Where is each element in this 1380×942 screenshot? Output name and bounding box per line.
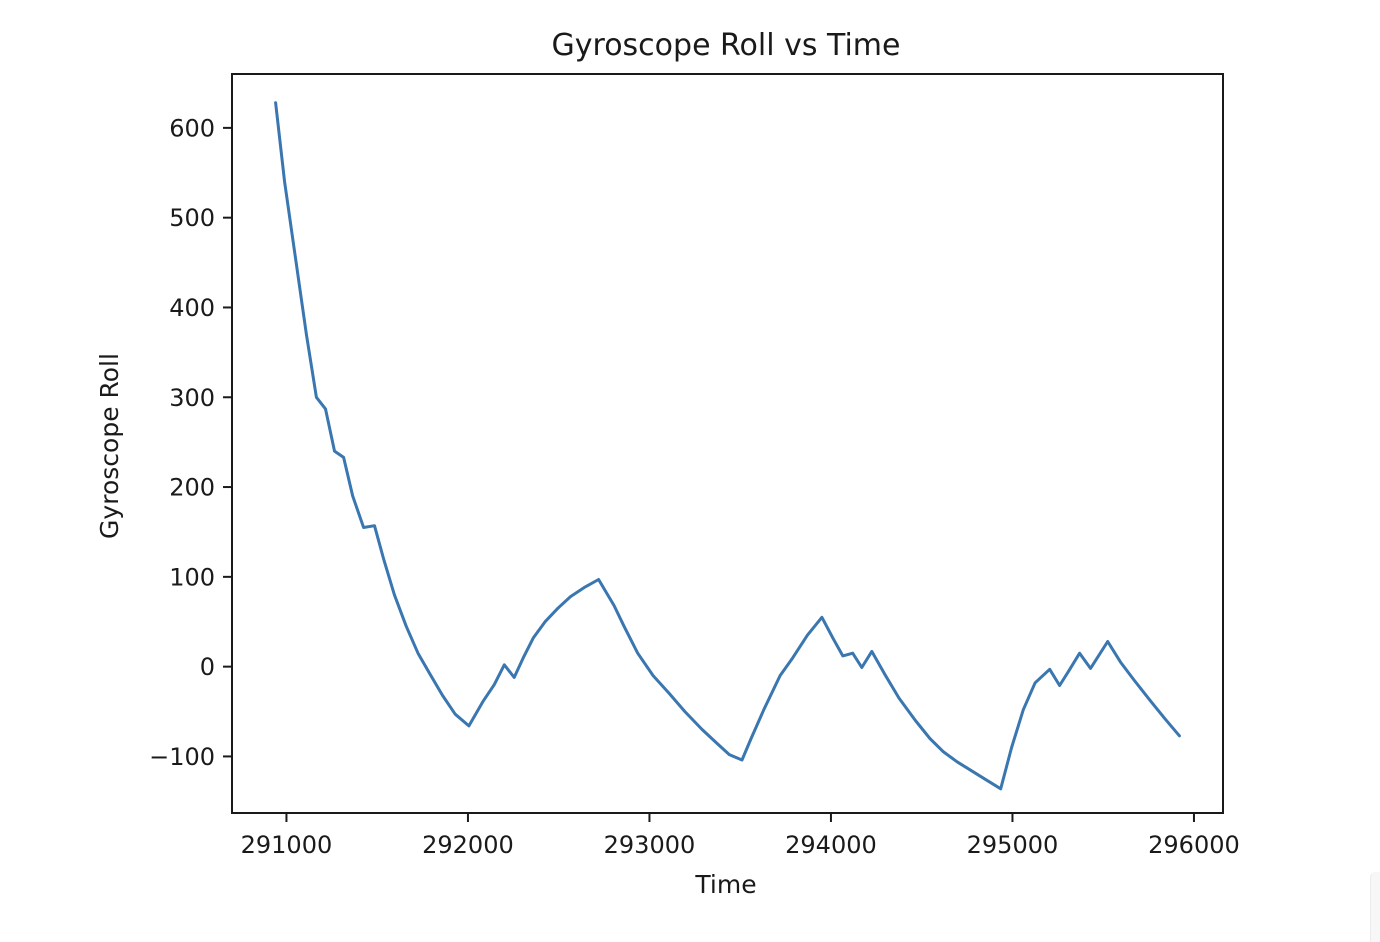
x-tick-label: 291000 [241,831,333,859]
y-tick-label: 300 [169,384,215,412]
y-axis-label: Gyroscope Roll [95,353,124,539]
x-tick-label: 295000 [967,831,1059,859]
y-tick-label: 400 [169,294,215,322]
chart-title: Gyroscope Roll vs Time [552,28,901,63]
scroll-corner-indicator [1370,872,1380,942]
series-line [274,101,1181,791]
x-tick-label: 296000 [1148,831,1240,859]
x-axis-label: Time [694,870,756,899]
y-tick-label: 100 [169,563,215,591]
x-axis: 291000 292000 293000 294000 295000 296000 [241,813,1240,859]
y-tick-label: 600 [169,114,215,142]
plot-area [274,101,1181,791]
y-tick-label: 0 [200,653,215,681]
y-tick-label: −100 [149,743,215,771]
x-tick-label: 293000 [604,831,696,859]
x-tick-label: 292000 [422,831,514,859]
plot-frame [231,73,1224,814]
y-tick-label: 200 [169,474,215,502]
y-axis: −100 0 100 200 300 400 500 600 [149,114,232,771]
y-tick-label: 500 [169,204,215,232]
x-tick-label: 294000 [785,831,877,859]
